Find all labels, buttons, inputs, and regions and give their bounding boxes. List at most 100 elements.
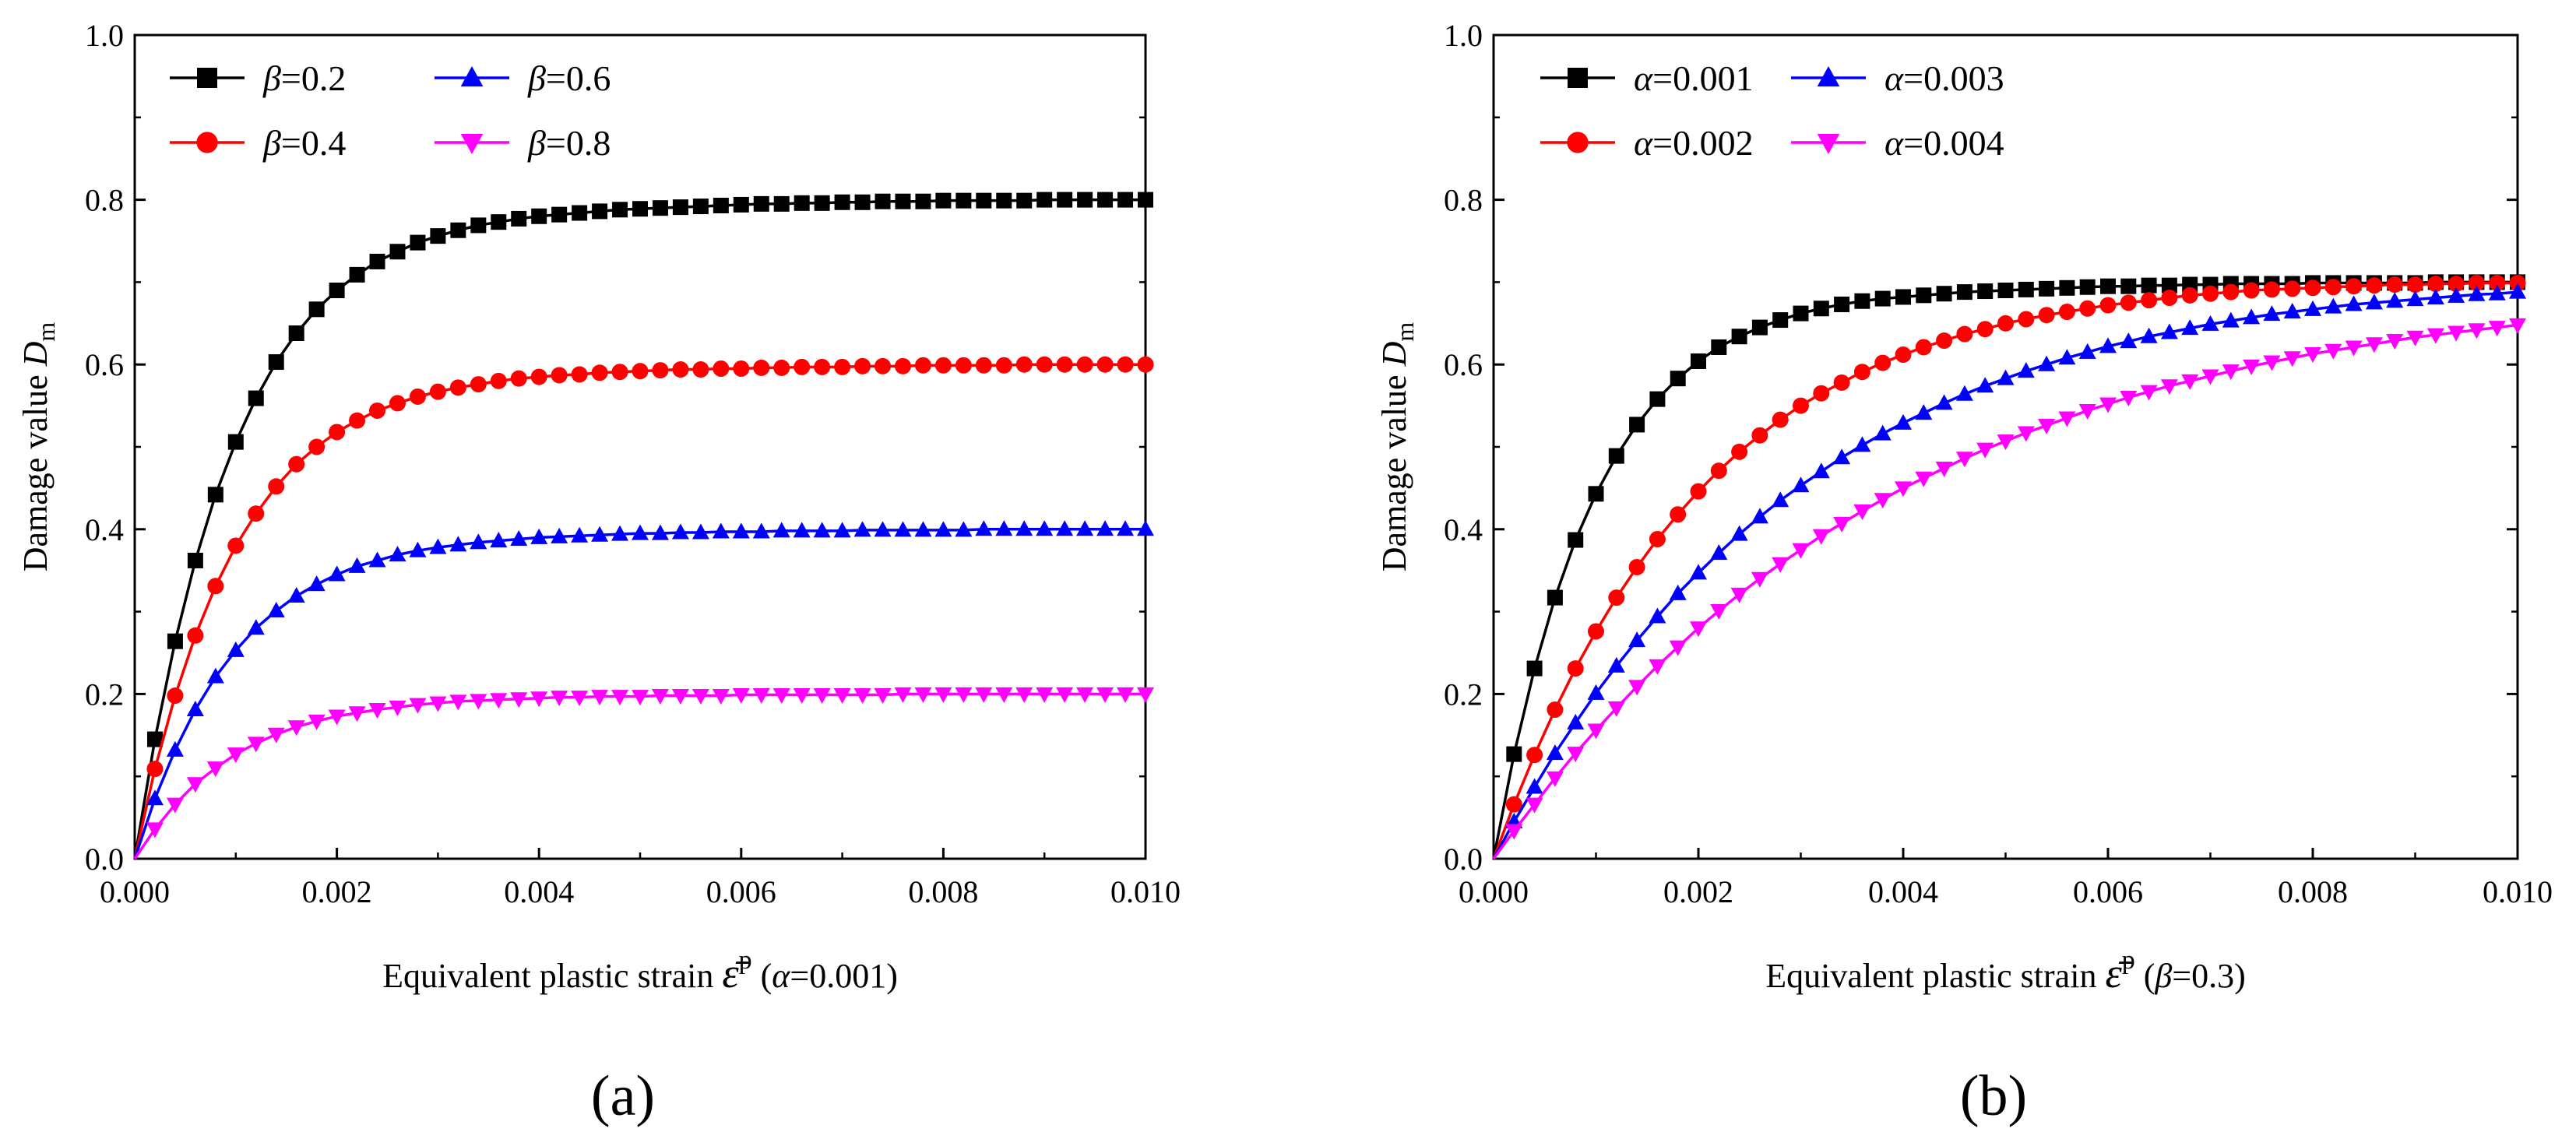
data-point [2509, 274, 2526, 291]
data-point [2304, 300, 2321, 316]
legend-label: β=0.2 [262, 58, 346, 98]
data-point [2304, 346, 2321, 363]
data-point [2018, 281, 2034, 297]
data-point [1772, 557, 1789, 573]
legend-item: β=0.2 [170, 58, 346, 98]
data-point [2160, 323, 2178, 339]
data-point [854, 194, 871, 210]
legend-marker [197, 68, 217, 88]
data-point [267, 602, 285, 618]
x-tick-label: 0.006 [706, 874, 776, 909]
data-point [2120, 332, 2138, 349]
data-point [692, 523, 709, 540]
data-point [1036, 192, 1053, 208]
data-point [773, 359, 790, 376]
data-point [955, 687, 973, 703]
data-point [369, 402, 386, 419]
data-point [612, 202, 628, 218]
data-point [2283, 351, 2301, 367]
data-point [733, 196, 749, 213]
data-point [287, 586, 305, 603]
data-point [430, 228, 446, 244]
data-point [2018, 311, 2035, 328]
data-point [1997, 434, 2015, 451]
data-point [2243, 359, 2261, 375]
data-point [1772, 411, 1789, 428]
data-point [1793, 305, 1809, 322]
data-point [1587, 723, 1605, 740]
data-point [530, 528, 548, 544]
data-point [591, 364, 608, 381]
data-point [632, 201, 648, 217]
data-point [1097, 192, 1114, 208]
data-point [1834, 296, 1850, 312]
data-point [166, 797, 184, 814]
data-point [530, 368, 547, 385]
legend-label: α=0.003 [1884, 58, 2004, 98]
data-point [2509, 318, 2526, 334]
data-point [531, 208, 547, 224]
data-point [2141, 292, 2158, 309]
data-point [470, 217, 487, 234]
data-point [1772, 491, 1789, 508]
data-point [491, 214, 507, 230]
data-point [1669, 640, 1687, 656]
data-point [348, 557, 366, 573]
data-point [2386, 292, 2404, 308]
data-point [530, 691, 548, 708]
legend-marker [460, 133, 484, 154]
data-point [611, 525, 629, 541]
y-tick-label: 0.2 [1444, 677, 1483, 712]
data-point [934, 687, 952, 703]
data-point [1547, 701, 1564, 719]
chart-panel-b: 0.000 0.002 0.004 0.006 0.008 0.010 0.0 0.2 0.4 0… [1375, 18, 2553, 1128]
data-point [2079, 279, 2096, 295]
data-point [1710, 462, 1727, 480]
data-point [449, 694, 467, 711]
data-point [2099, 337, 2117, 353]
data-point [1730, 587, 1748, 603]
data-point [895, 193, 911, 209]
data-point [1505, 796, 1522, 813]
legend-marker [1817, 133, 1840, 154]
data-point [1955, 385, 1973, 401]
data-point [712, 522, 730, 539]
data-point [1137, 520, 1154, 536]
data-point [934, 357, 952, 374]
data-point [853, 687, 871, 704]
y-tick-label: 0.8 [85, 183, 124, 218]
data-point [1690, 564, 1707, 580]
data-point [1976, 442, 1994, 459]
data-point [328, 709, 346, 726]
x-tick-label: 0.002 [1663, 874, 1733, 909]
panel-label: (a) [591, 1064, 655, 1128]
x-tick-label: 0.004 [1868, 874, 1938, 909]
data-point [1015, 687, 1033, 703]
data-point [1567, 713, 1585, 729]
data-point [1669, 584, 1687, 600]
data-point [591, 690, 609, 706]
data-point [1853, 504, 1871, 521]
series-3 [133, 520, 1154, 860]
data-point [1628, 680, 1646, 696]
data-point [268, 478, 285, 495]
data-point [510, 529, 528, 546]
data-point [1936, 286, 1952, 302]
data-point [874, 687, 892, 704]
data-point [571, 691, 589, 707]
data-point [1915, 404, 1933, 420]
series-3 [1492, 283, 2526, 860]
series-1 [1492, 274, 2525, 860]
data-point [207, 487, 223, 503]
legend-label: β=0.8 [527, 123, 611, 163]
chart-panel-a: 0.000 0.002 0.004 0.006 0.008 0.010 0.0 0.2 0.4 0… [16, 18, 1181, 1128]
x-tick-label: 0.000 [100, 874, 170, 909]
data-point [2140, 385, 2158, 401]
data-point [409, 388, 426, 405]
data-point [1117, 356, 1134, 373]
data-point [2448, 286, 2465, 303]
data-point [1608, 589, 1625, 606]
data-point [1935, 394, 1953, 410]
data-point [1690, 621, 1707, 638]
